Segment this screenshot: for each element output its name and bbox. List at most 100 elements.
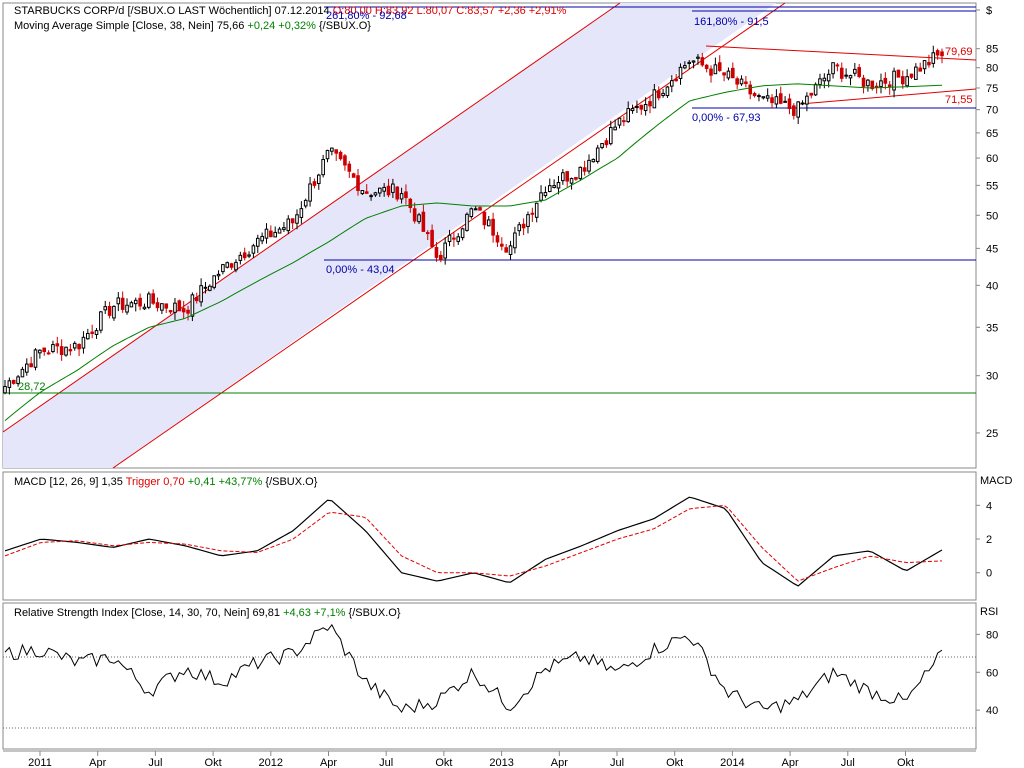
candle-body	[940, 51, 944, 57]
candle	[373, 191, 378, 197]
candle	[94, 327, 99, 339]
candle-body	[286, 218, 291, 232]
fib-high-label: 0,00% - 67,93	[692, 112, 761, 124]
candle-body	[399, 193, 404, 200]
candle-body	[338, 151, 343, 160]
trigger-line	[4, 504, 943, 582]
candle-body	[199, 285, 203, 303]
candle	[857, 63, 861, 79]
candle-body	[64, 346, 68, 356]
candle-body	[539, 192, 543, 201]
candle	[421, 204, 426, 232]
candle-body	[147, 293, 151, 308]
candle	[635, 100, 639, 114]
y-tick-label: 4	[986, 500, 992, 512]
candle	[914, 63, 918, 80]
candle	[909, 73, 914, 79]
candle	[447, 229, 452, 247]
candle	[46, 350, 51, 355]
candle-body	[443, 242, 447, 259]
y-tick-label: 85	[986, 44, 998, 56]
candle-body	[216, 273, 221, 277]
candle	[469, 207, 474, 219]
candle-body	[116, 297, 121, 305]
fib-161-label: 161,80% - 91,5	[694, 16, 769, 28]
candle	[155, 297, 160, 312]
candle	[848, 74, 853, 86]
candle	[33, 348, 38, 371]
candle	[648, 96, 652, 114]
candle-body	[914, 66, 918, 80]
candle	[639, 104, 644, 115]
candle	[90, 324, 94, 339]
candle-body	[334, 149, 339, 154]
candle	[7, 377, 12, 395]
candle	[796, 101, 800, 125]
candle-body	[853, 68, 857, 74]
candle-body	[133, 299, 138, 305]
candle	[853, 62, 857, 77]
candle	[700, 52, 705, 67]
candle-body	[561, 172, 565, 182]
candle	[879, 73, 883, 94]
candle-body	[582, 167, 587, 172]
candle	[722, 72, 726, 82]
candle	[643, 97, 648, 116]
candle	[757, 93, 761, 102]
candle-body	[630, 108, 635, 112]
candle-body	[744, 81, 748, 84]
candle	[922, 60, 927, 75]
candle-body	[661, 92, 665, 96]
candle-body	[643, 103, 648, 112]
candle	[439, 251, 443, 263]
candle-body	[648, 101, 652, 107]
candle-body	[547, 185, 552, 193]
candle-body	[247, 254, 251, 257]
ma-header: Moving Average Simple [Close, 38, Nein] …	[14, 20, 371, 32]
candle	[835, 62, 840, 72]
candle-body	[234, 261, 238, 271]
candle	[465, 212, 469, 232]
candle-body	[848, 75, 853, 79]
y-tick-label: 55	[986, 180, 998, 192]
candle-body	[517, 224, 522, 232]
price-panel-frame	[2, 2, 977, 469]
candle	[81, 331, 86, 354]
candle	[255, 234, 260, 254]
candle	[107, 301, 112, 319]
candle-body	[408, 198, 413, 208]
candle-body	[469, 208, 474, 218]
candle	[839, 62, 844, 83]
candle-body	[613, 126, 617, 131]
candle-body	[369, 195, 373, 198]
candle-body	[905, 76, 909, 87]
candle	[456, 233, 461, 245]
candle-body	[129, 302, 134, 308]
candle-body	[735, 78, 739, 85]
candle	[778, 86, 783, 105]
candle-body	[482, 211, 487, 226]
x-tick-label: Jul	[841, 757, 855, 768]
candle	[473, 206, 478, 211]
wedge-lower-line	[799, 88, 977, 105]
candle-body	[142, 306, 147, 310]
candle-body	[879, 80, 883, 88]
candle	[399, 187, 404, 204]
rsi-panel-frame	[2, 602, 977, 750]
candle-body	[844, 74, 848, 77]
candle-body	[473, 208, 478, 211]
candle-body	[765, 95, 770, 99]
candle	[452, 231, 456, 247]
candle	[391, 178, 395, 198]
candle-body	[68, 349, 73, 352]
candle-body	[316, 174, 321, 185]
x-tick-label: Okt	[666, 757, 683, 768]
candle-body	[255, 237, 260, 247]
candle-body	[595, 147, 600, 162]
candle-body	[761, 96, 766, 99]
candle	[652, 83, 657, 109]
candle-body	[94, 330, 99, 335]
candle-body	[72, 342, 77, 349]
candle	[308, 176, 312, 207]
candle-body	[160, 303, 164, 311]
